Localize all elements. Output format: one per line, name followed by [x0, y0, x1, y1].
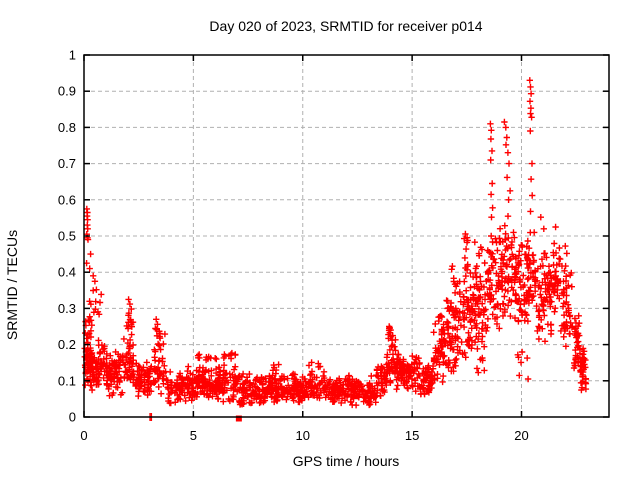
y-tick-label: 1 — [69, 48, 76, 63]
tick-labels: 0 5 10 15 20 0 0.1 0.2 0.3 0.4 0.5 0.6 0.7 0.8 0.9 1 — [58, 48, 529, 444]
y-tick-label: 0.3 — [58, 301, 76, 316]
y-tick-label: 0.4 — [58, 265, 76, 280]
axes — [83, 54, 610, 418]
y-tick-label: 0.8 — [58, 120, 76, 135]
chart-title: Day 020 of 2023, SRMTID for receiver p01… — [209, 18, 482, 34]
x-tick-label: 20 — [514, 428, 528, 443]
y-tick-label: 0.5 — [58, 229, 76, 244]
y-tick-label: 0.1 — [58, 373, 76, 388]
x-tick-label: 5 — [190, 428, 197, 443]
x-axis-label: GPS time / hours — [293, 453, 400, 469]
y-tick-label: 0.6 — [58, 192, 76, 207]
data-point-markers — [81, 77, 590, 409]
y-tick-label: 0.7 — [58, 156, 76, 171]
filled-square-marker — [235, 415, 242, 422]
x-tick-label: 15 — [405, 428, 419, 443]
scatter-points — [81, 77, 590, 422]
y-tick-label: 0.2 — [58, 337, 76, 352]
y-tick-label: 0.9 — [58, 84, 76, 99]
x-tick-label: 0 — [80, 428, 87, 443]
x-tick-label: 10 — [296, 428, 310, 443]
y-axis-label: SRMTID / TECUs — [4, 230, 20, 340]
y-tick-label: 0 — [69, 410, 76, 425]
